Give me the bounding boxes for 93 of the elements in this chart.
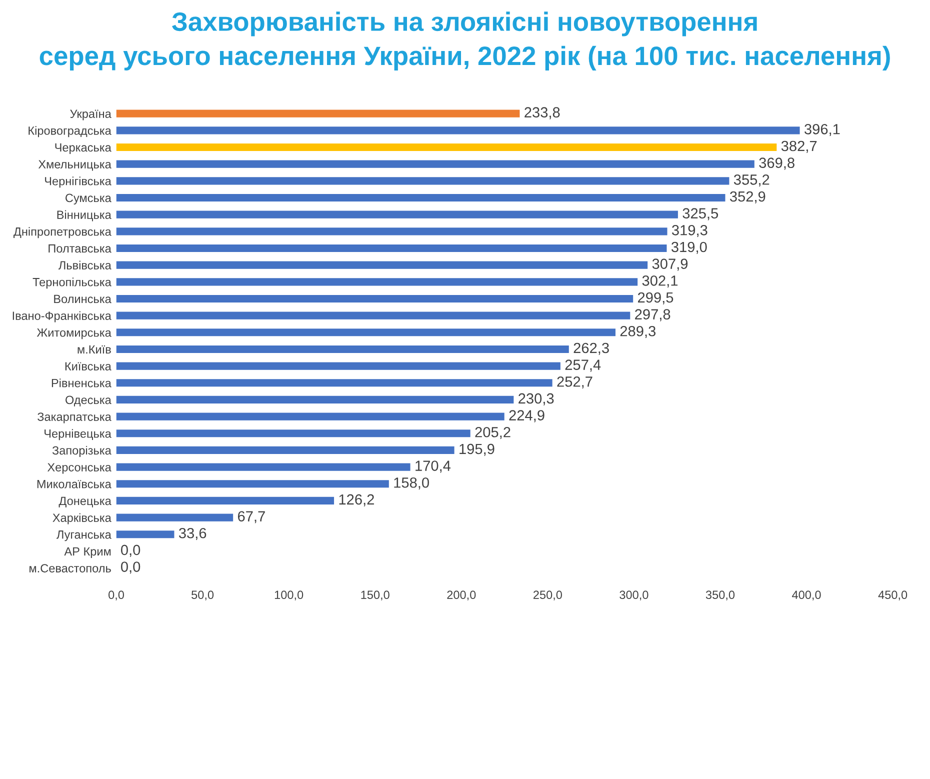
- data-label: 252,7: [557, 376, 592, 389]
- data-label: 302,1: [642, 275, 678, 288]
- data-label: 224,9: [509, 410, 544, 422]
- y-tick-label: АР Крим: [64, 547, 111, 558]
- bar: [116, 430, 470, 438]
- data-label: 299,5: [638, 292, 674, 304]
- x-tick-label: 450,0: [878, 590, 908, 600]
- x-tick-label: 400,0: [792, 590, 821, 600]
- data-label: 319,0: [671, 242, 707, 254]
- data-label: 158,0: [394, 477, 429, 490]
- y-tick-label: Київська: [65, 362, 112, 370]
- y-tick-label: Донецька: [58, 496, 112, 508]
- data-label: 319,3: [672, 224, 708, 238]
- y-tick-label: Харківська: [52, 513, 112, 524]
- y-tick-label: Тернопільська: [32, 278, 112, 289]
- x-tick-label: 0,0: [108, 590, 124, 600]
- bar: [116, 294, 634, 303]
- bar: [116, 412, 504, 420]
- y-tick-label: Одеська: [66, 396, 112, 406]
- bar: [116, 194, 726, 202]
- bar: [116, 160, 754, 168]
- y-tick-label: Хмельницька: [38, 160, 112, 171]
- data-label: 233,8: [524, 107, 560, 120]
- x-tick-label: 300,0: [620, 590, 648, 600]
- x-tick-label: 250,0: [533, 590, 562, 600]
- bar: [116, 530, 174, 538]
- y-tick-label: Сумська: [66, 194, 112, 204]
- bar: [116, 379, 552, 387]
- chart-title: Захворюваність на злоякісні новоутворення серед усього населення України, 2022 рік (на 100 тис. населення): [40, 12, 890, 70]
- data-label: 289,3: [620, 326, 656, 338]
- bar: [116, 345, 569, 354]
- y-tick-label: Рівненська: [52, 378, 112, 388]
- bar: [116, 463, 410, 471]
- y-tick-label: Херсонська: [47, 463, 112, 474]
- y-tick-label: Чернівецька: [44, 429, 112, 440]
- y-tick-label: Львівська: [58, 260, 112, 270]
- bar: [116, 312, 630, 320]
- data-label: 257,4: [565, 360, 601, 372]
- bar: [116, 446, 454, 454]
- y-tick-label: Житомирська: [36, 328, 112, 340]
- data-label: 230,3: [518, 393, 554, 406]
- data-label: 126,2: [339, 494, 374, 506]
- data-label: 262,3: [574, 342, 609, 355]
- y-tick-label: Волинська: [54, 294, 112, 304]
- x-tick-label: 200,0: [447, 590, 476, 600]
- bar: [116, 480, 389, 488]
- x-tick-label: 50,0: [192, 590, 214, 600]
- data-label: 396,1: [804, 124, 840, 136]
- bar: [116, 210, 678, 218]
- bar: [116, 261, 648, 269]
- bar: [116, 496, 334, 505]
- data-label: 352,9: [730, 191, 766, 204]
- bar: [116, 328, 616, 336]
- data-label: 0,0: [120, 544, 140, 557]
- data-label: 325,5: [682, 208, 718, 220]
- bar: [116, 110, 520, 118]
- data-label: 0,0: [120, 562, 140, 574]
- data-label: 307,9: [652, 258, 688, 271]
- y-tick-label: м.Севастополь: [30, 564, 111, 572]
- y-tick-label: м.Київ: [78, 345, 111, 354]
- y-tick-label: Закарпатська: [38, 412, 112, 424]
- y-tick-label: Чернігівська: [45, 176, 112, 188]
- y-tick-label: Дніпропетровська: [14, 227, 112, 238]
- y-tick-label: Івано-Франківська: [12, 311, 112, 322]
- y-tick-label: Луганська: [56, 530, 112, 542]
- x-tick-label: 100,0: [274, 590, 304, 600]
- bar: [116, 143, 777, 152]
- data-label: 33,6: [178, 528, 206, 540]
- y-tick-label: Миколаївська: [37, 480, 112, 488]
- y-tick-label: Україна: [70, 110, 112, 120]
- data-label: 369,8: [759, 158, 794, 170]
- x-tick-label: 350,0: [706, 590, 735, 600]
- bar: [116, 362, 560, 370]
- y-tick-label: Полтавська: [48, 244, 112, 253]
- bar: [116, 177, 730, 185]
- data-label: 297,8: [635, 309, 670, 322]
- data-label: 67,7: [238, 511, 265, 524]
- bar: [116, 278, 638, 286]
- bar: [116, 126, 800, 134]
- y-tick-label: Черкаська: [55, 143, 112, 154]
- bar: [116, 244, 667, 252]
- data-label: 195,9: [460, 444, 494, 456]
- bar: [116, 514, 234, 522]
- y-tick-label: Кіровоградська: [28, 126, 112, 138]
- data-label: 355,2: [734, 174, 770, 187]
- data-label: 170,4: [416, 460, 451, 473]
- data-label: 382,7: [781, 140, 817, 153]
- y-tick-label: Вінницька: [57, 210, 112, 222]
- y-tick-label: Запорізька: [52, 446, 112, 457]
- bar: [116, 396, 514, 404]
- bar: [116, 228, 668, 236]
- x-tick-label: 150,0: [361, 590, 390, 600]
- data-label: 205,2: [475, 426, 510, 440]
